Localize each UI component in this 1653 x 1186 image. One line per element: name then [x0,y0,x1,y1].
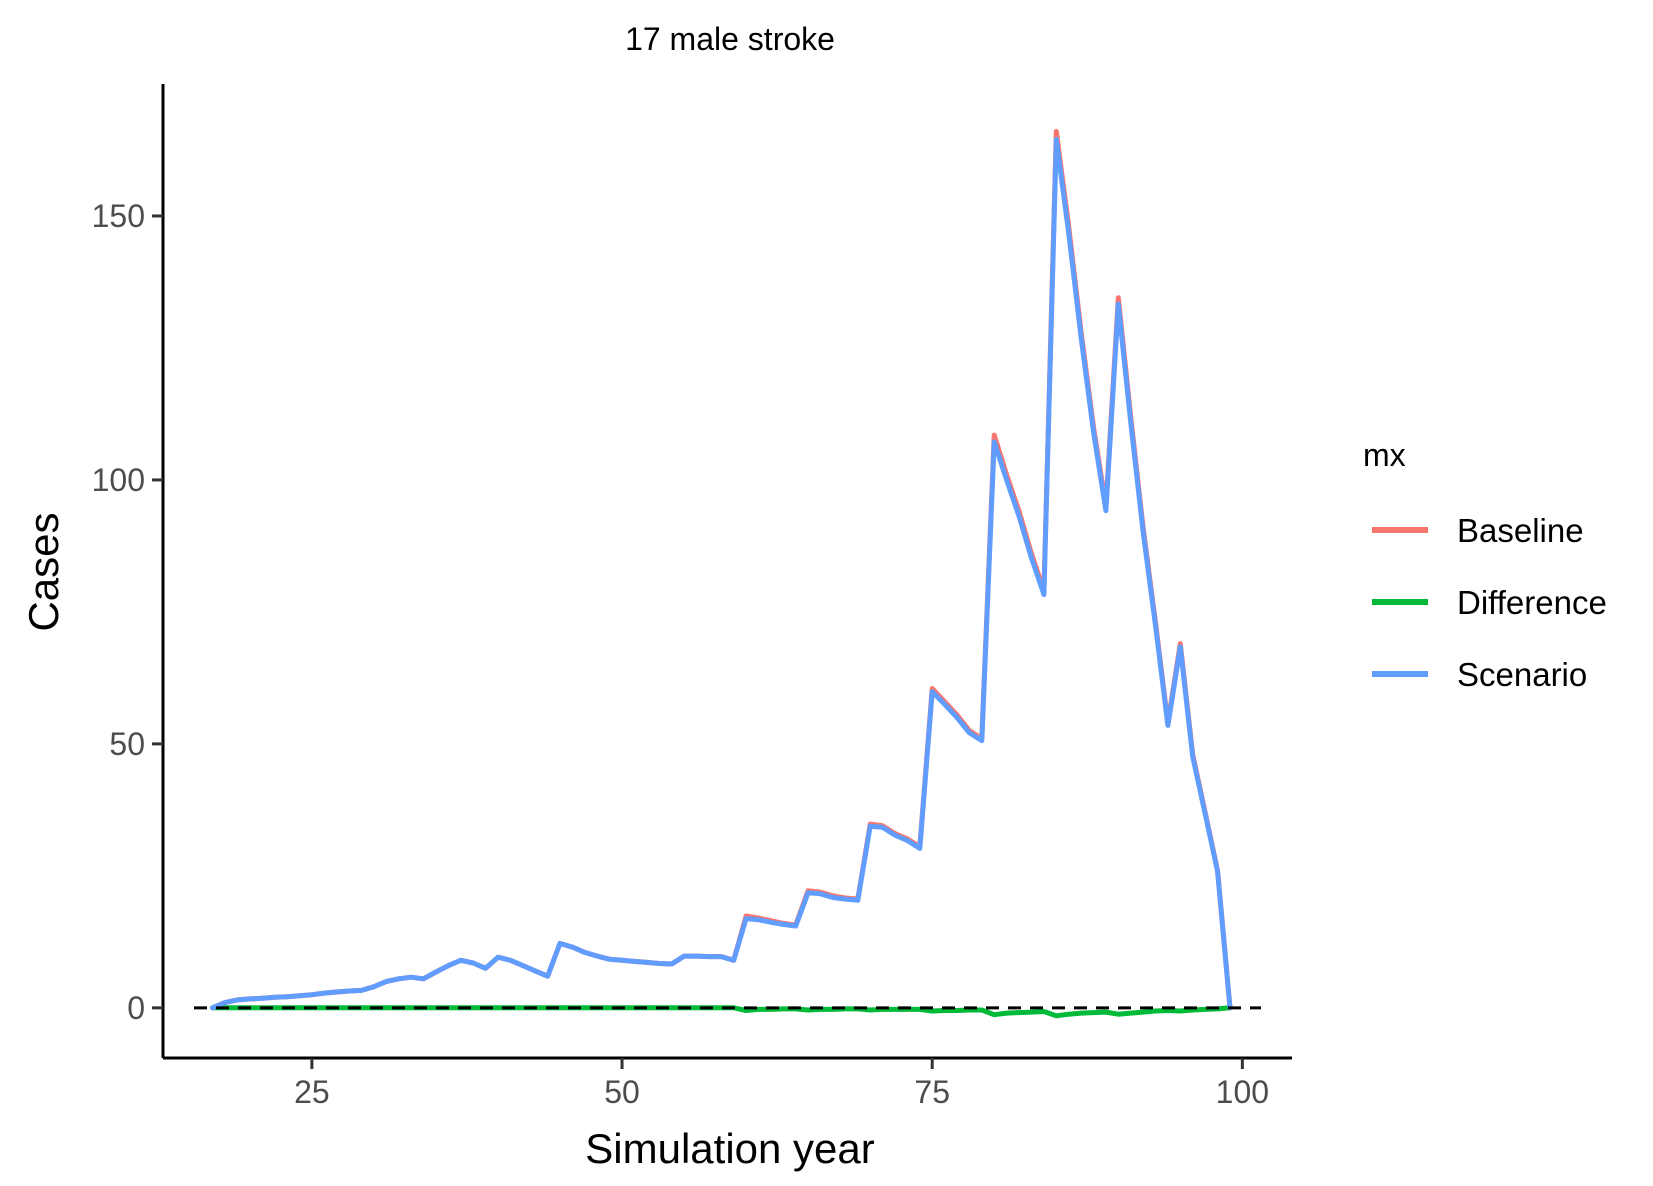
x-axis: 25 50 75 100 [163,1056,1292,1110]
x-tick-label: 50 [604,1074,640,1110]
legend: mx Baseline Difference Scenario [1363,437,1607,693]
y-tick-label: 0 [127,990,145,1026]
x-tick-label: 75 [914,1074,950,1110]
legend-title: mx [1363,437,1406,473]
x-tick-label: 25 [294,1074,330,1110]
series-line-baseline [210,129,1233,1011]
legend-label-difference: Difference [1457,584,1607,621]
chart-title: 17 male stroke [625,21,835,57]
y-axis: 0 50 100 150 [92,84,165,1058]
legend-label-scenario: Scenario [1457,656,1587,693]
y-axis-label: Cases [20,512,67,631]
legend-label-baseline: Baseline [1457,512,1584,549]
x-tick-label: 100 [1216,1074,1269,1110]
series-line-scenario [210,136,1233,1011]
x-axis-label: Simulation year [585,1125,874,1172]
y-tick-label: 100 [92,462,145,498]
y-tick-label: 150 [92,198,145,234]
plot-area [194,129,1261,1019]
y-tick-label: 50 [109,726,145,762]
